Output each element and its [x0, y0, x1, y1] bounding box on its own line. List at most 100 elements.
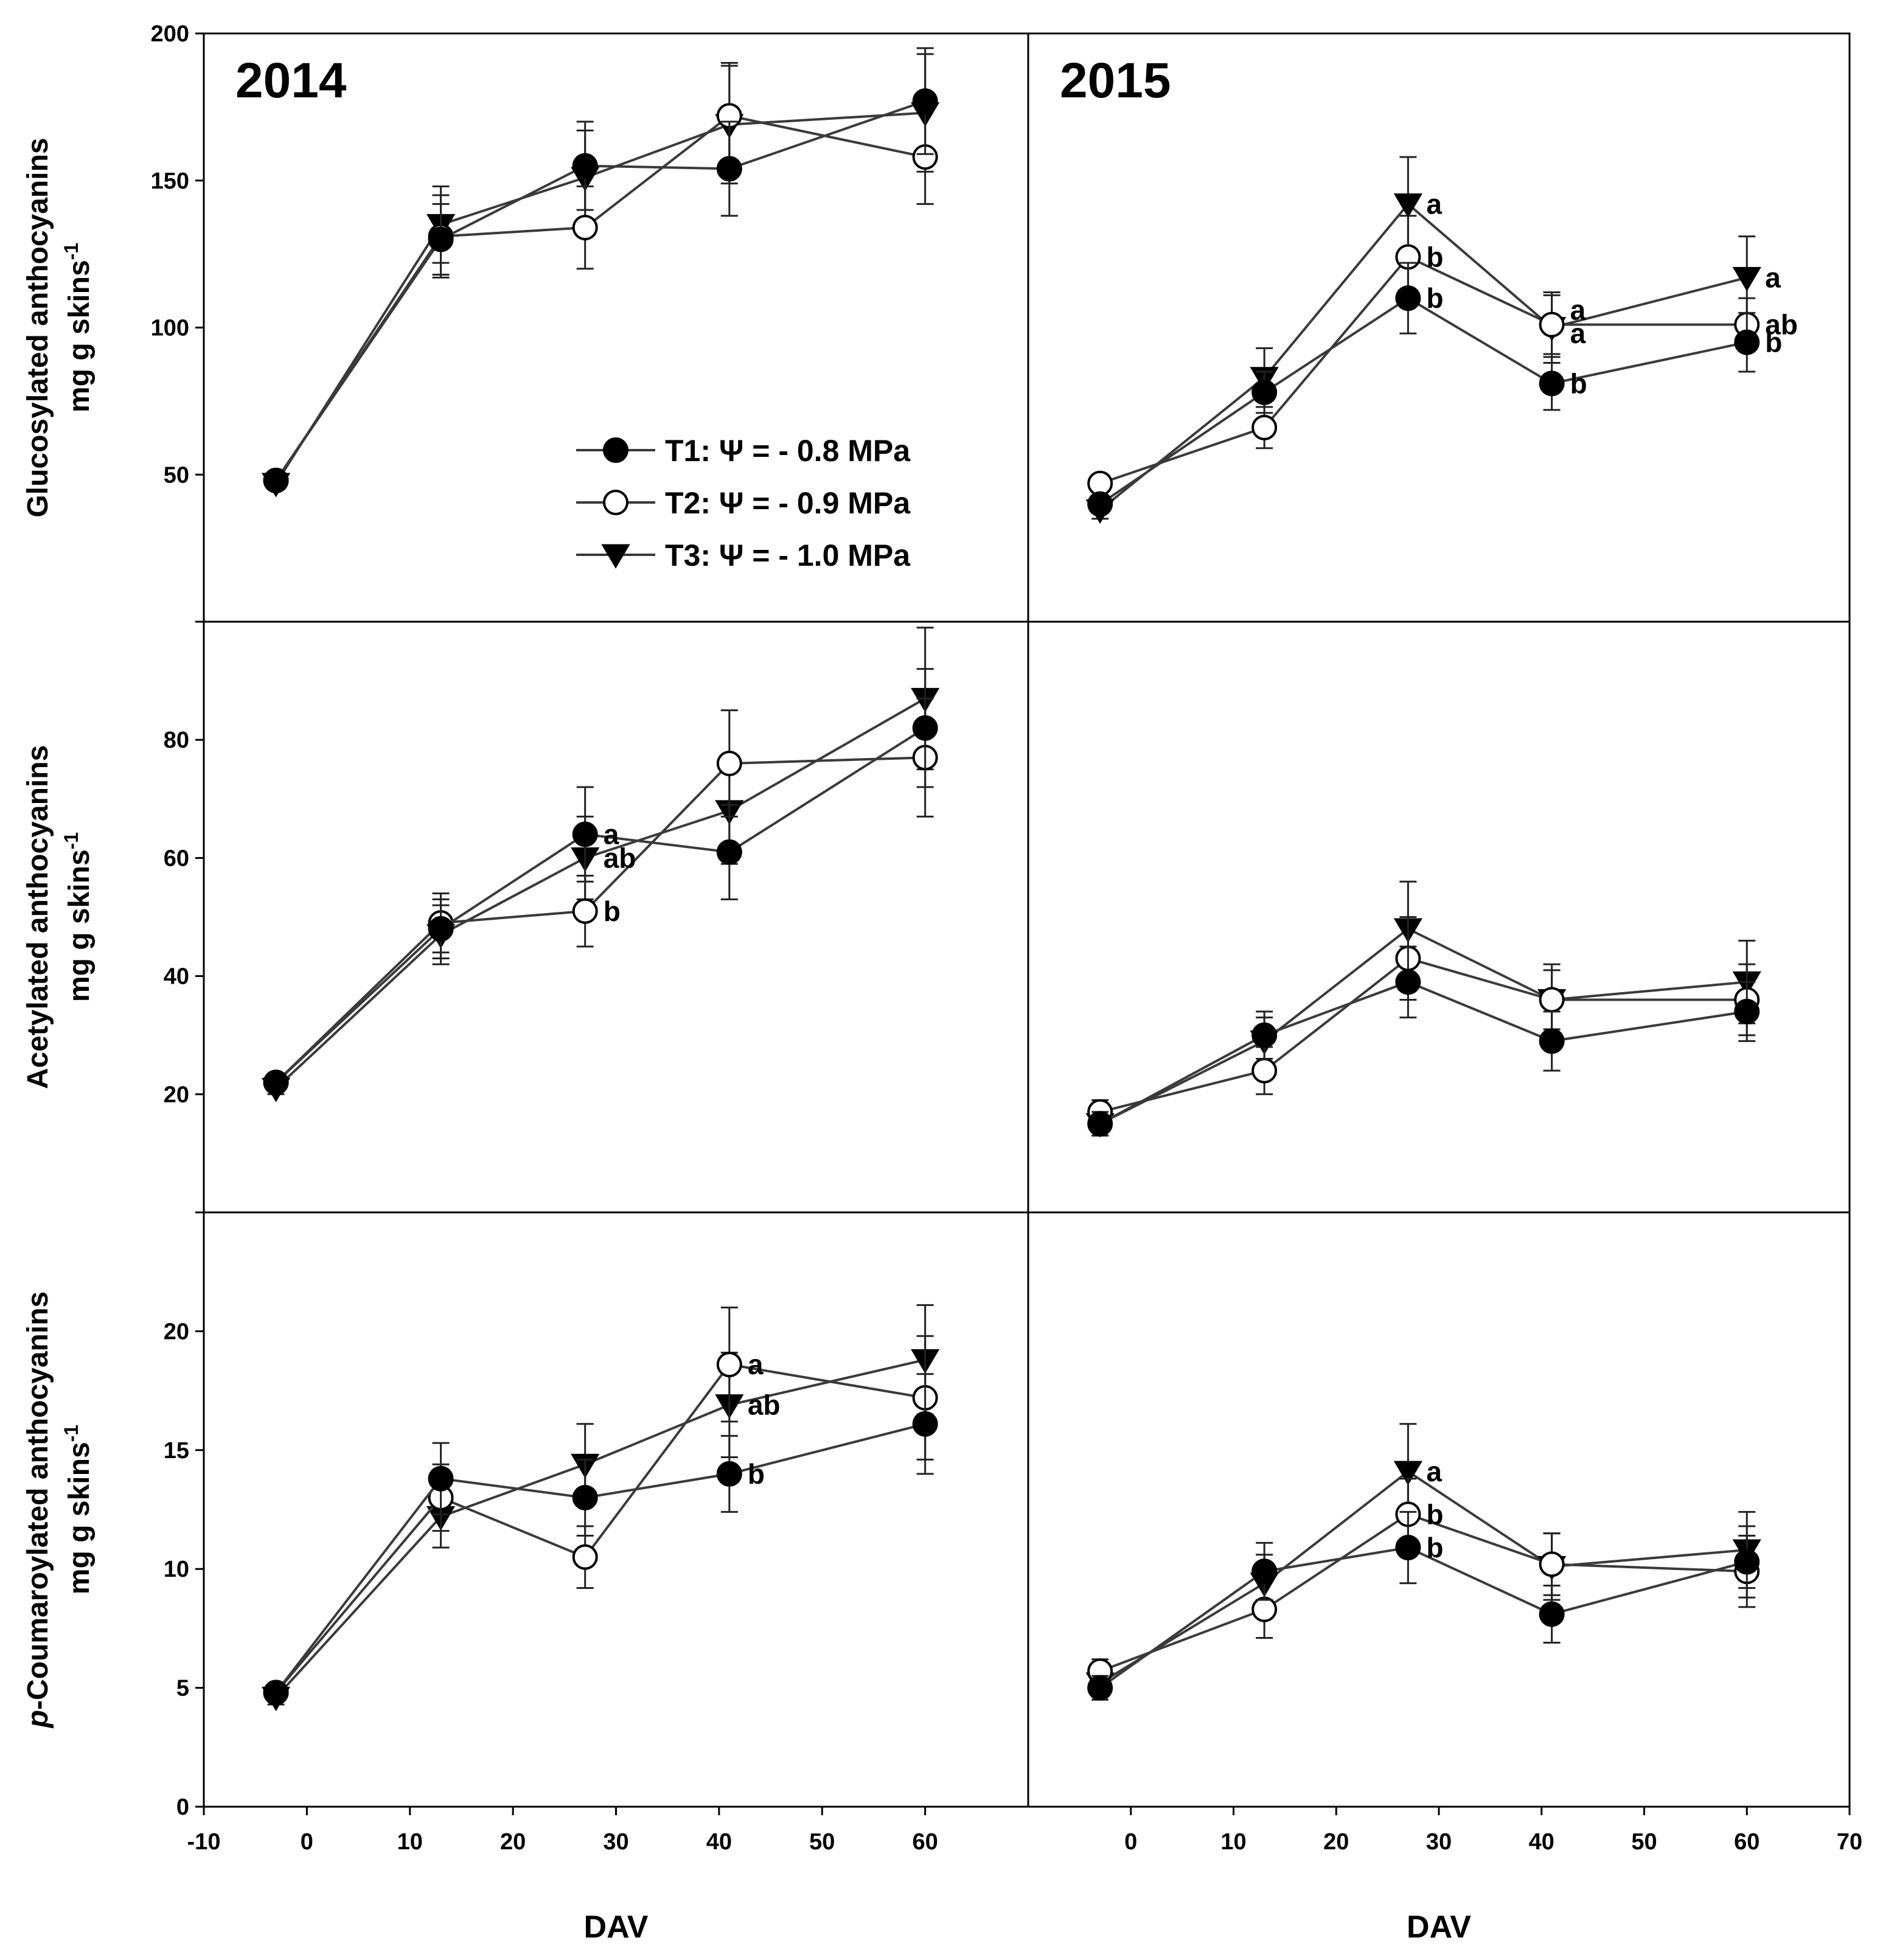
series-T2	[263, 61, 938, 493]
series-T1	[263, 1373, 938, 1706]
point-T2	[572, 1544, 598, 1570]
significance-letter: b	[1426, 1498, 1443, 1530]
point-T2	[572, 898, 598, 924]
point-T1	[428, 226, 454, 252]
x-tick-label: 40	[1529, 1829, 1554, 1855]
x-axis-label: DAV	[1407, 1910, 1471, 1945]
point-T2	[1539, 311, 1565, 338]
series-T1	[1087, 945, 1760, 1137]
axis-label-layer: Glucosylated anthocyanins mg g skins-1Ace…	[22, 137, 1471, 1945]
significance-letter: a	[1426, 188, 1442, 220]
unit-superscript: -1	[60, 243, 82, 260]
point-T1	[1734, 1549, 1760, 1575]
series-line	[275, 756, 925, 1083]
y-tick-label: 10	[164, 1557, 189, 1582]
legend-label: T1: Ψ = - 0.8 MPa	[665, 434, 911, 468]
y-tick-label: 80	[164, 728, 189, 753]
significance-letter: a	[1765, 262, 1781, 293]
point-T2	[1539, 987, 1565, 1013]
series-line	[274, 1422, 926, 1694]
point-T1	[572, 1484, 598, 1510]
x-tick-label: 20	[1323, 1829, 1349, 1855]
series-T2	[1087, 1478, 1760, 1684]
x-tick-label: 70	[1837, 1829, 1862, 1855]
series-T2	[263, 697, 938, 1096]
panel-r2-c1: aab b	[203, 620, 1029, 1214]
legend-marker-T2	[603, 490, 628, 515]
legend-label: T2: Ψ = - 0.9 MPa	[665, 486, 911, 520]
point-T1	[1395, 969, 1421, 995]
point-T2	[1251, 1057, 1278, 1083]
series-T1	[1087, 262, 1760, 517]
x-tick-label: 10	[1220, 1829, 1246, 1855]
series-line	[1099, 1470, 1747, 1684]
y-tick-label: 40	[164, 964, 189, 990]
series-line	[274, 100, 926, 482]
y-axis-unit-1: mg g skins-1	[60, 243, 96, 412]
x-tick-label: 0	[301, 1829, 313, 1855]
point-T1	[572, 821, 598, 847]
series-T1	[263, 47, 938, 493]
series-line	[1099, 1513, 1747, 1673]
point-T1	[716, 156, 742, 182]
point-T2	[716, 1352, 742, 1378]
panel-r3-c1: a ab b -10 0 10 20 30 40 50 60	[187, 1211, 1029, 1855]
significance-letter: a	[748, 1349, 764, 1380]
x-tick-label: 40	[706, 1829, 732, 1855]
panel-frame	[203, 1211, 1029, 1808]
x-tick-label: 30	[603, 1829, 628, 1855]
significance-letter: a	[1570, 294, 1586, 325]
point-T1	[912, 1411, 938, 1437]
point-T1	[263, 1680, 289, 1706]
legend-entry-T1: T1: Ψ = - 0.8 MPa	[576, 434, 911, 468]
x-tick-label: 10	[397, 1829, 423, 1855]
x-tick-label: 60	[912, 1829, 938, 1855]
unit-text: mg g skins	[63, 260, 96, 412]
unit-text: mg g skins	[63, 849, 96, 1002]
series-line	[275, 1358, 926, 1698]
y-tick-label: 0	[176, 1795, 189, 1820]
significance-letter: a	[604, 819, 619, 850]
point-T3	[1393, 193, 1422, 218]
series-line	[1099, 255, 1747, 485]
point-T3	[1732, 266, 1761, 292]
significance-letter: ab	[1765, 309, 1798, 341]
y-tick-label: 20	[164, 1319, 189, 1344]
point-T1	[1087, 1111, 1113, 1137]
legend-marker-T1	[603, 437, 628, 463]
x-tick-label: -10	[187, 1829, 221, 1855]
series-T1	[1087, 1510, 1760, 1701]
x-tick-label: 60	[1734, 1829, 1759, 1855]
unit-text: mg g skins	[63, 1442, 96, 1594]
y-axis-label-2: Acetylated anthocyanins	[22, 745, 54, 1089]
point-T1	[912, 88, 938, 114]
point-T1	[1087, 1675, 1113, 1701]
point-T1	[1734, 998, 1760, 1024]
series-line	[1099, 296, 1747, 506]
y-tick-label: 15	[164, 1438, 189, 1464]
point-T1	[716, 839, 742, 865]
panel-frame	[1027, 620, 1851, 1214]
point-T1	[1539, 370, 1565, 397]
point-T1	[912, 715, 938, 741]
series-T2	[1087, 215, 1760, 496]
y-axis-unit-2: mg g skins-1	[60, 832, 96, 1002]
point-T1	[1395, 285, 1421, 311]
significance-letter: ab	[748, 1389, 781, 1421]
y-tick-label: 150	[151, 169, 189, 194]
y-tick-label: 5	[176, 1676, 189, 1701]
series-line	[1099, 202, 1747, 511]
significance-letter: a	[1426, 1456, 1442, 1487]
point-T1	[1539, 1601, 1565, 1627]
significance-letter: b	[604, 895, 621, 927]
y-tick-label: 100	[151, 316, 189, 341]
series-T3	[261, 53, 940, 498]
panel-r1-c1: 2014	[203, 32, 1029, 623]
year-label: 2015	[1060, 53, 1171, 108]
point-T1	[1734, 329, 1760, 355]
y-axis-label-1: Glucosylated anthocyanins	[22, 137, 54, 517]
year-label: 2014	[235, 53, 347, 108]
